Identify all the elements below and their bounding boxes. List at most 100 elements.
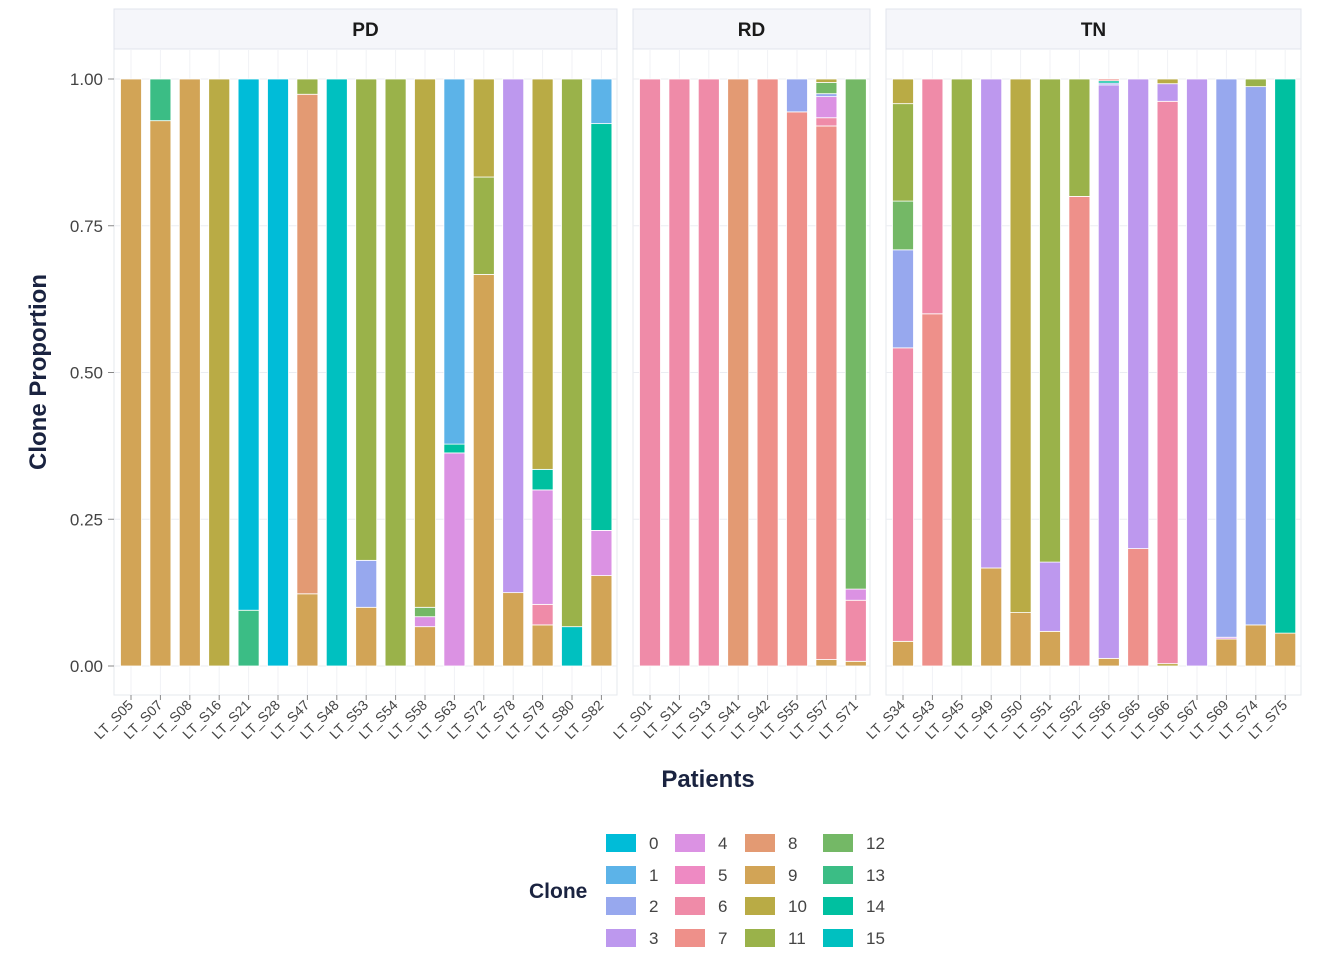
bar-lt-s63 bbox=[443, 78, 466, 667]
legend-label: 10 bbox=[788, 897, 807, 916]
bar-lt-s52 bbox=[1068, 78, 1091, 667]
bar-segment-clone-0 bbox=[267, 78, 289, 667]
bar-segment-clone-6 bbox=[1156, 100, 1179, 665]
bar-segment-clone-2 bbox=[786, 78, 808, 113]
legend-item-clone-14: 14 bbox=[823, 897, 885, 916]
legend-label: 6 bbox=[718, 897, 727, 916]
bar-segment-clone-7 bbox=[815, 125, 838, 660]
bar-segment-clone-11 bbox=[355, 78, 378, 561]
bar-segment-clone-9 bbox=[178, 78, 201, 667]
legend-swatch bbox=[823, 834, 853, 852]
legend-swatch bbox=[745, 834, 775, 852]
bar-lt-s05 bbox=[120, 78, 142, 667]
legend-item-clone-15: 15 bbox=[823, 929, 885, 948]
y-tick-label: 0.75 bbox=[70, 217, 103, 236]
bar-segment-clone-9 bbox=[472, 274, 495, 667]
bar-lt-s74 bbox=[1244, 78, 1267, 667]
bar-lt-s08 bbox=[178, 78, 201, 667]
bar-segment-clone-0 bbox=[237, 78, 260, 611]
panel-pd: PDLT_S05LT_S07LT_S08LT_S16LT_S21LT_S28LT… bbox=[91, 8, 618, 742]
bar-segment-clone-3 bbox=[1039, 561, 1061, 632]
bar-lt-s69 bbox=[1215, 78, 1238, 667]
bar-segment-clone-4 bbox=[443, 452, 466, 667]
bar-lt-s34 bbox=[892, 78, 914, 667]
legend-item-clone-4: 4 bbox=[675, 834, 727, 853]
bar-lt-s01 bbox=[639, 78, 661, 667]
legend-item-clone-1: 1 bbox=[606, 866, 658, 885]
bar-segment-clone-4 bbox=[844, 588, 867, 601]
bar-segment-clone-6 bbox=[892, 347, 914, 642]
bar-lt-s79 bbox=[531, 78, 554, 667]
bar-segment-clone-9 bbox=[1215, 638, 1238, 667]
legend-label: 2 bbox=[649, 897, 658, 916]
bar-segment-clone-13 bbox=[149, 78, 172, 122]
bar-segment-clone-3 bbox=[980, 78, 1003, 569]
bar-segment-clone-3 bbox=[1156, 83, 1179, 102]
bar-lt-s66 bbox=[1156, 78, 1179, 667]
y-axis: 0.00 0.25 0.50 0.75 1.00 bbox=[70, 70, 114, 676]
bar-lt-s54 bbox=[384, 78, 407, 667]
legend-item-clone-7: 7 bbox=[675, 929, 727, 948]
bar-segment-clone-2 bbox=[892, 249, 914, 349]
legend-label: 1 bbox=[649, 866, 658, 885]
bar-segment-clone-1 bbox=[443, 78, 466, 445]
bar-lt-s21 bbox=[237, 78, 260, 667]
facet-strip-label: PD bbox=[352, 20, 378, 41]
panel-tn: TNLT_S34LT_S43LT_S45LT_S49LT_S50LT_S51LT… bbox=[863, 8, 1302, 742]
bar-segment-clone-14 bbox=[1274, 78, 1297, 634]
legend-swatch bbox=[606, 929, 636, 947]
legend-item-clone-13: 13 bbox=[823, 866, 885, 885]
legend-label: 13 bbox=[866, 866, 885, 885]
bar-segment-clone-6 bbox=[668, 78, 691, 667]
bar-segment-clone-14 bbox=[443, 443, 466, 454]
legend-label: 12 bbox=[866, 834, 885, 853]
bar-segment-clone-2 bbox=[1244, 86, 1267, 626]
y-tick-label: 0.50 bbox=[70, 364, 103, 383]
bar-segment-clone-4 bbox=[414, 616, 436, 628]
bar-segment-clone-11 bbox=[892, 103, 914, 202]
bar-segment-clone-10 bbox=[1009, 78, 1032, 613]
bar-lt-s41 bbox=[727, 78, 750, 667]
bar-lt-s13 bbox=[697, 78, 720, 667]
legend-item-clone-2: 2 bbox=[606, 897, 658, 916]
bar-lt-s11 bbox=[668, 78, 691, 667]
y-axis-title: Clone Proportion bbox=[25, 274, 52, 470]
bar-lt-s58 bbox=[414, 78, 436, 667]
legend-label: 7 bbox=[718, 929, 727, 948]
bar-segment-clone-13 bbox=[237, 609, 260, 667]
bar-segment-clone-3 bbox=[1186, 78, 1208, 667]
facet-strip-label: RD bbox=[738, 20, 765, 41]
bar-lt-s72 bbox=[472, 78, 495, 667]
bar-segment-clone-3 bbox=[1097, 84, 1120, 659]
bar-segment-clone-8 bbox=[296, 93, 319, 595]
bar-lt-s51 bbox=[1039, 78, 1061, 667]
bar-lt-s28 bbox=[267, 78, 289, 667]
facet-strip-label: TN bbox=[1081, 20, 1106, 41]
bar-segment-clone-6 bbox=[844, 599, 867, 662]
y-tick-label: 0.00 bbox=[70, 657, 103, 676]
bar-lt-s75 bbox=[1274, 78, 1297, 667]
bar-segment-clone-12 bbox=[892, 200, 914, 251]
bar-segment-clone-10 bbox=[815, 78, 838, 83]
bar-lt-s55 bbox=[786, 78, 808, 667]
bar-lt-s67 bbox=[1186, 78, 1208, 667]
bar-segment-clone-15 bbox=[561, 626, 583, 667]
bar-segment-clone-7 bbox=[1097, 78, 1120, 82]
legend-swatch bbox=[606, 897, 636, 915]
bar-lt-s71 bbox=[844, 78, 867, 667]
bar-segment-clone-7 bbox=[786, 111, 808, 667]
bar-segment-clone-6 bbox=[639, 78, 661, 667]
legend-label: 11 bbox=[788, 929, 806, 948]
bar-segment-clone-2 bbox=[815, 93, 838, 98]
bar-segment-clone-9 bbox=[502, 592, 525, 667]
bar-lt-s48 bbox=[325, 78, 348, 667]
bar-segment-clone-6 bbox=[921, 78, 944, 315]
bar-segment-clone-15 bbox=[325, 78, 348, 667]
legend-item-clone-11: 11 bbox=[745, 929, 806, 948]
bar-segment-clone-9 bbox=[892, 640, 914, 667]
legend-label: 3 bbox=[649, 929, 658, 948]
bar-segment-clone-7 bbox=[921, 313, 944, 667]
bar-segment-clone-1 bbox=[590, 78, 613, 125]
